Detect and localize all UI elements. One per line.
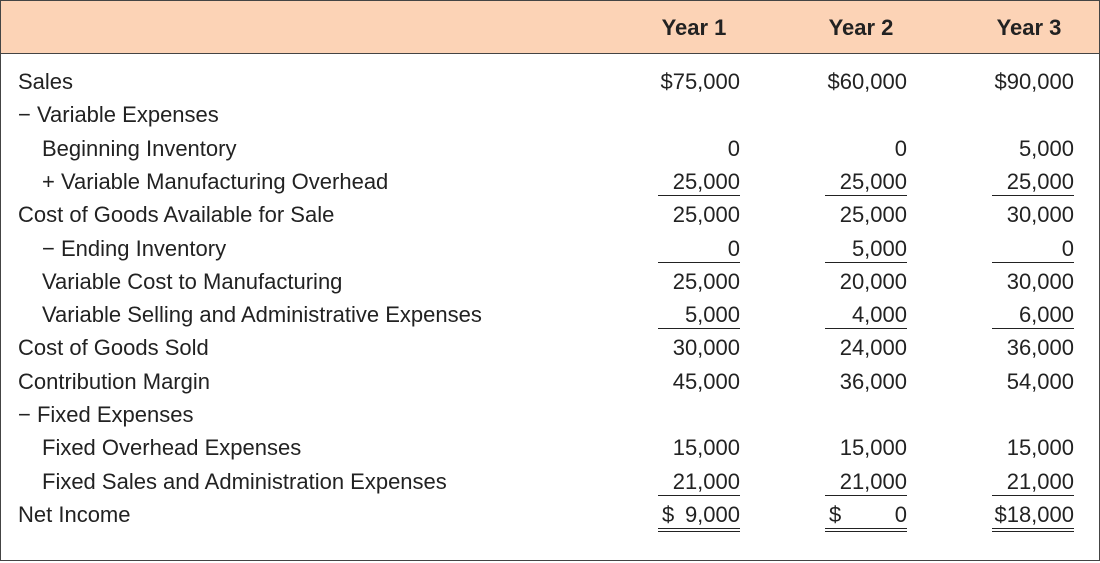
value-cell: 25,000: [672, 268, 740, 294]
value-cell: 25,000: [658, 169, 740, 196]
value-cell: 21,000: [658, 469, 740, 496]
row-label: + Variable Manufacturing Overhead: [42, 168, 389, 194]
value-cell: 20,000: [839, 268, 907, 294]
value-cell: 5,000: [658, 302, 740, 330]
value-cell: 21,000: [825, 469, 907, 496]
value-cell: $18,000: [992, 502, 1074, 532]
column-header: Year 3: [996, 15, 1062, 40]
value-cell: 5,000: [825, 236, 907, 263]
row-label: Sales: [18, 69, 74, 94]
row-label: Contribution Margin: [18, 368, 210, 394]
row-label: − Fixed Expenses: [18, 402, 194, 427]
value-cell: 5,000: [1018, 135, 1074, 161]
row-label: Net Income: [18, 501, 131, 527]
row-label: Variable Selling and Administrative Expe…: [42, 302, 482, 328]
value-cell: 25,000: [825, 169, 907, 196]
value-cell: 0: [727, 135, 740, 161]
column-header: Year 2: [828, 15, 894, 40]
value-cell: 30,000: [1006, 268, 1074, 294]
value-cell: 0: [894, 135, 907, 161]
value-cell: 15,000: [1006, 435, 1074, 461]
value-cell: 36,000: [839, 368, 907, 394]
value-cell: 25,000: [839, 202, 907, 228]
value-cell: 45,000: [672, 368, 740, 394]
value-cell: 0: [658, 236, 740, 263]
value-cell: $75,000: [660, 69, 740, 94]
value-cell: $90,000: [994, 69, 1074, 94]
value-cell: 21,000: [992, 469, 1074, 496]
value-cell: 4,000: [825, 302, 907, 330]
value-cell: 24,000: [839, 335, 907, 361]
value-cell: 15,000: [839, 435, 907, 461]
row-label: − Ending Inventory: [42, 235, 227, 261]
value-cell: 6,000: [992, 302, 1074, 330]
row-label: − Variable Expenses: [18, 102, 219, 128]
value-cell: $60,000: [827, 69, 907, 94]
value-cell: 30,000: [672, 335, 740, 361]
row-label: Cost of Goods Sold: [18, 335, 209, 361]
value-cell: 25,000: [992, 169, 1074, 196]
row-label: Variable Cost to Manufacturing: [42, 268, 343, 294]
column-header: Year 1: [661, 15, 727, 40]
amount: 9,000: [684, 501, 740, 527]
value-cell: 30,000: [1006, 202, 1074, 228]
value-cell: 54,000: [1006, 368, 1074, 394]
value-cell: 25,000: [672, 202, 740, 228]
amount: 0: [894, 501, 907, 527]
value-cell: 36,000: [1006, 335, 1074, 361]
value-cell: $0: [825, 502, 907, 532]
header-band: Year 1 Year 2 Year 3: [1, 1, 1099, 54]
currency-symbol: $: [662, 501, 675, 527]
value-cell: 15,000: [672, 435, 740, 461]
value-cell: 0: [992, 236, 1074, 263]
currency-symbol: $: [829, 501, 842, 527]
row-label: Beginning Inventory: [42, 135, 237, 161]
row-label: Fixed Sales and Administration Expenses: [42, 468, 447, 494]
row-label: Fixed Overhead Expenses: [42, 435, 302, 461]
value-cell: $9,000: [658, 502, 740, 532]
row-label: Cost of Goods Available for Sale: [18, 202, 335, 228]
